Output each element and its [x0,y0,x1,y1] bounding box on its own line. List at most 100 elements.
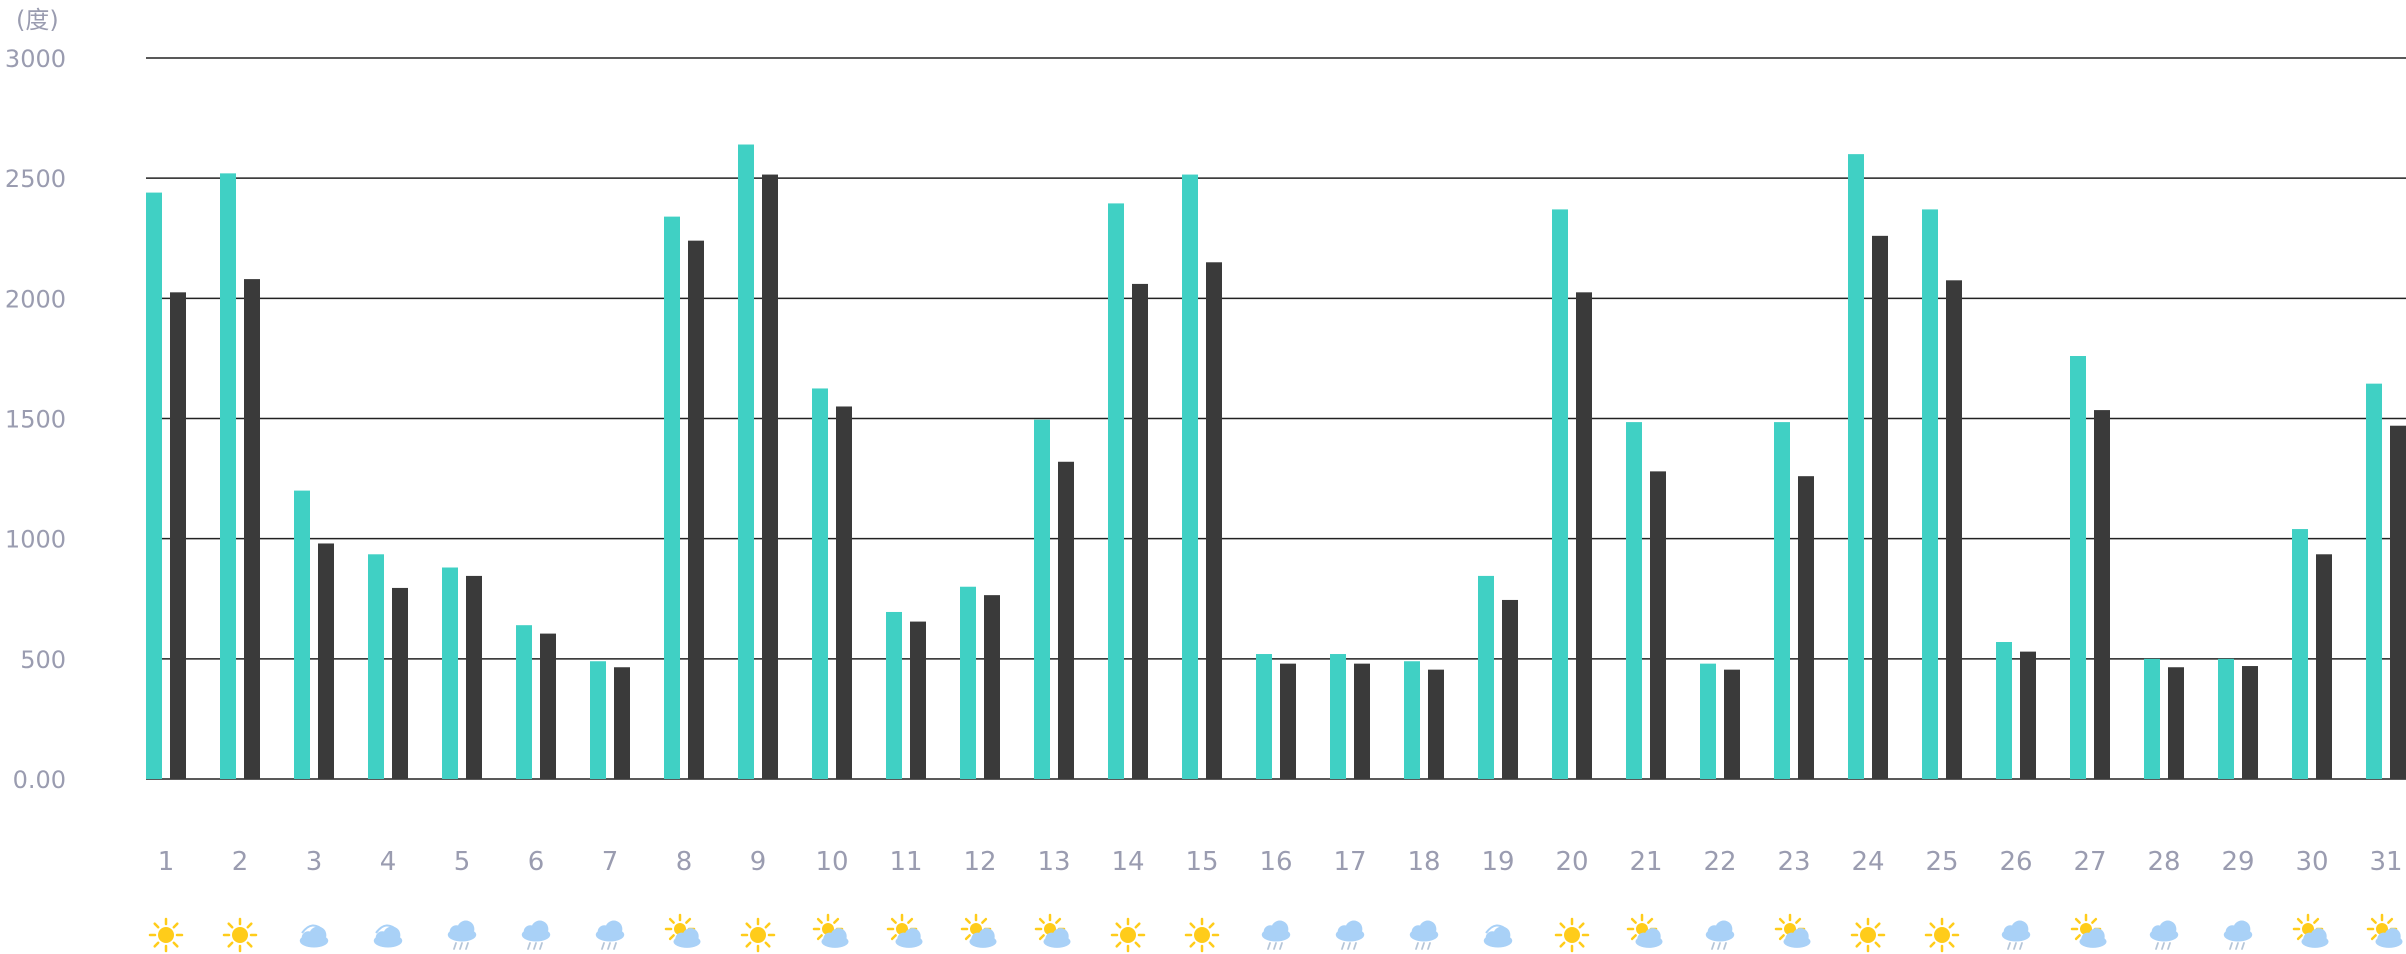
rain-icon [595,920,625,950]
partly-cloudy-icon [2070,913,2107,948]
bar-series-2-day-5 [466,575,482,779]
cloudy-icon [1483,924,1513,948]
x-tick-label: 3 [306,847,323,877]
x-tick-label: 14 [1111,847,1144,877]
bar-series-1-day-18 [1404,661,1420,779]
bar-series-1-day-19 [1478,575,1494,779]
y-tick-label: 0.00 [13,766,66,794]
rain-icon [1261,920,1291,950]
x-tick-label: 22 [1703,847,1736,877]
bar-series-2-day-16 [1280,663,1296,779]
sunny-icon [1110,917,1146,953]
x-tick-label: 4 [380,847,397,877]
partly-cloudy-icon [2366,913,2403,948]
x-tick-label: 26 [1999,847,2032,877]
bar-series-1-day-3 [294,490,310,779]
bar-series-1-day-12 [960,586,976,779]
bar-series-2-day-23 [1798,476,1814,779]
bar-series-1-day-1 [146,192,162,779]
bar-series-1-day-23 [1774,422,1790,779]
bar-series-1-day-6 [516,625,532,779]
bar-series-1-day-30 [2292,529,2308,779]
y-axis-unit-label: (度) [16,6,59,34]
bar-series-2-day-29 [2242,666,2258,779]
x-tick-label: 9 [750,847,767,877]
partly-cloudy-icon [812,913,849,948]
bar-series [146,144,2406,780]
sunny-icon [740,917,776,953]
y-tick-label: 1000 [5,526,66,554]
bar-series-2-day-22 [1724,669,1740,779]
x-tick-label: 30 [2295,847,2328,877]
rain-icon [2223,920,2253,950]
x-tick-label: 27 [2073,847,2106,877]
bar-series-2-day-31 [2390,425,2406,779]
bar-series-1-day-27 [2070,356,2086,779]
rain-icon [521,920,551,950]
bar-series-2-day-27 [2094,410,2110,779]
bar-series-1-day-13 [1034,419,1050,779]
sunny-icon [148,917,184,953]
rain-icon [1335,920,1365,950]
sunny-icon [1850,917,1886,953]
cloudy-icon [299,924,329,948]
bar-series-2-day-11 [910,621,926,779]
partly-cloudy-icon [886,913,923,948]
bar-series-2-day-6 [540,633,556,779]
bar-series-2-day-24 [1872,235,1888,779]
sunny-icon [1184,917,1220,953]
y-tick-label: 2500 [5,165,66,193]
x-tick-label: 12 [963,847,996,877]
bar-series-1-day-24 [1848,154,1864,780]
bar-series-1-day-11 [886,611,902,779]
partly-cloudy-icon [1626,913,1663,948]
x-tick-label: 2 [232,847,249,877]
bar-series-1-day-7 [590,661,606,779]
bar-series-1-day-16 [1256,654,1272,779]
bar-series-1-day-9 [738,144,754,779]
bar-series-1-day-29 [2218,658,2234,779]
bar-series-2-day-1 [170,292,186,779]
x-tick-label: 7 [602,847,619,877]
bar-series-1-day-15 [1182,174,1198,780]
x-tick-label: 29 [2221,847,2254,877]
y-tick-label: 3000 [5,45,66,73]
x-tick-label: 6 [528,847,545,877]
bar-series-1-day-28 [2144,658,2160,779]
bar-series-2-day-18 [1428,669,1444,779]
x-tick-label: 10 [815,847,848,877]
bar-series-1-day-17 [1330,654,1346,779]
y-tick-label: 500 [20,646,66,674]
x-tick-label: 13 [1037,847,1070,877]
bar-series-1-day-14 [1108,203,1124,779]
x-tick-label: 15 [1185,847,1218,877]
y-tick-label: 1500 [5,406,66,434]
bar-series-2-day-7 [614,667,630,779]
bar-series-2-day-19 [1502,599,1518,779]
bar-series-2-day-30 [2316,554,2332,779]
x-tick-label: 31 [2369,847,2402,877]
bar-series-1-day-31 [2366,383,2382,779]
x-tick-label: 8 [676,847,693,877]
rain-icon [2149,920,2179,950]
partly-cloudy-icon [1774,913,1811,948]
bar-series-2-day-8 [688,240,704,780]
sunny-icon [1924,917,1960,953]
bar-series-2-day-17 [1354,663,1370,779]
rain-icon [1409,920,1439,950]
bar-series-1-day-5 [442,567,458,779]
partly-cloudy-icon [960,913,997,948]
bar-series-1-day-25 [1922,209,1938,779]
bar-series-1-day-26 [1996,642,2012,779]
y-axis-tick-labels: 0.00 500 1000 1500 2000 2500 3000 [5,45,66,794]
partly-cloudy-icon [664,913,701,948]
bar-series-2-day-13 [1058,461,1074,779]
bar-series-2-day-12 [984,595,1000,779]
x-tick-label: 23 [1777,847,1810,877]
x-tick-label: 20 [1555,847,1588,877]
bar-series-2-day-2 [244,279,260,779]
bar-series-1-day-20 [1552,209,1568,779]
x-tick-label: 1 [158,847,175,877]
rain-icon [2001,920,2031,950]
x-tick-label: 24 [1851,847,1884,877]
